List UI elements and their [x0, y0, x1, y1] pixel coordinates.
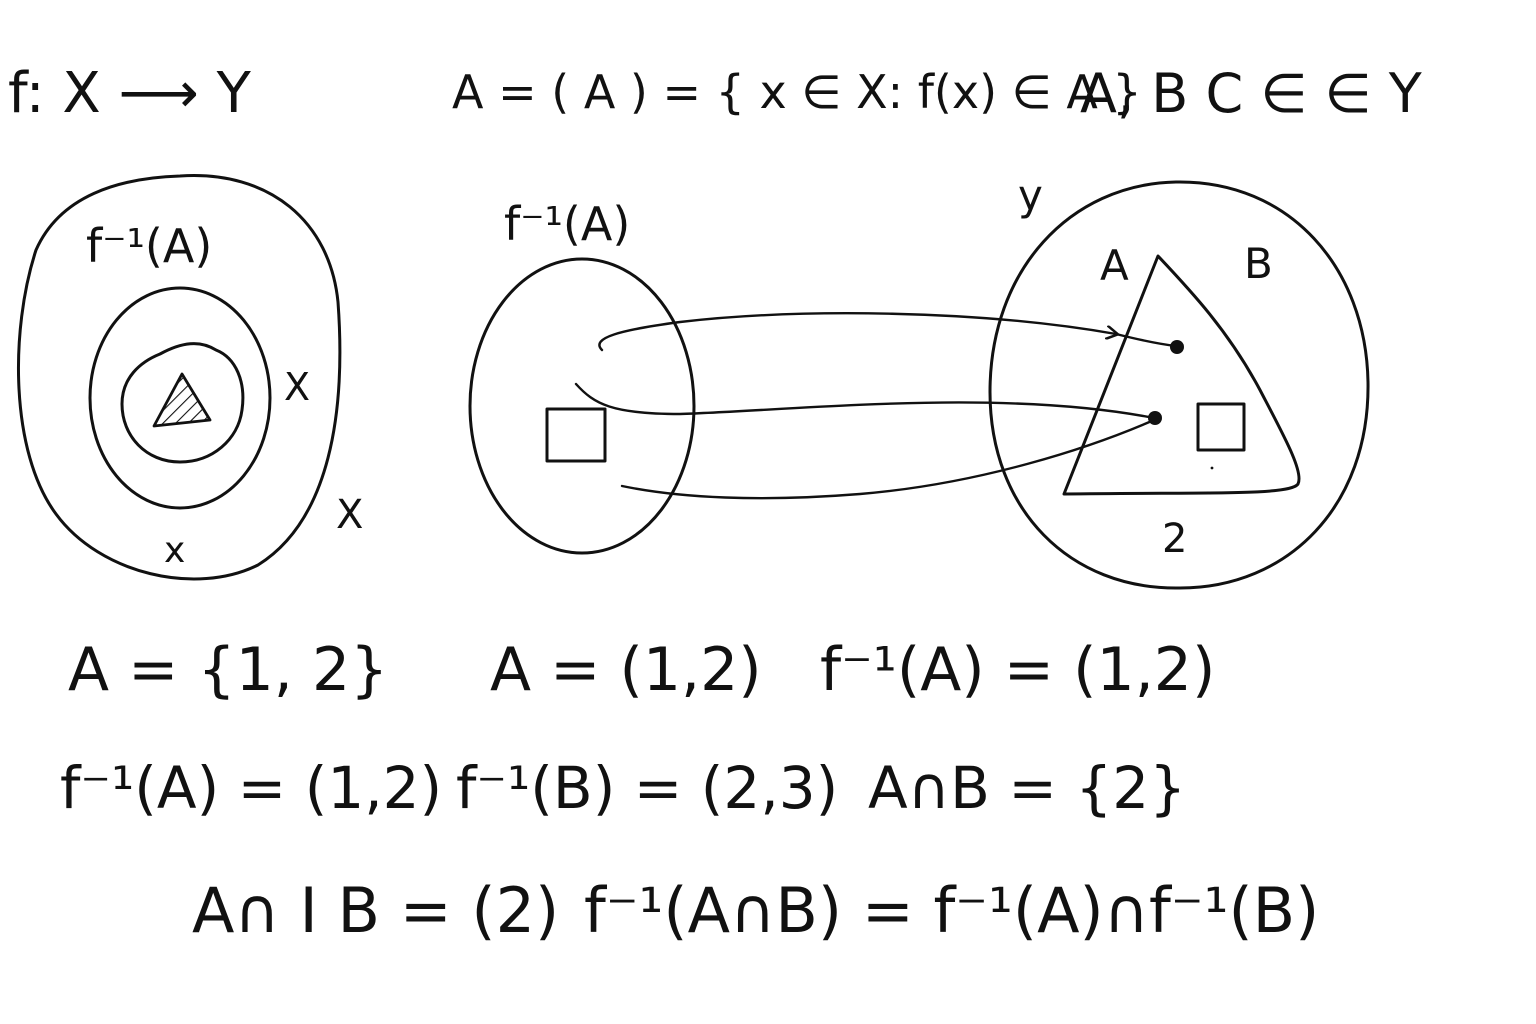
- left-inner-set: [120, 342, 245, 464]
- equation-row3-b: f⁻¹(A∩B) = f⁻¹(A)∩f⁻¹(B): [584, 874, 1319, 947]
- set-a-label: A: [1100, 241, 1129, 290]
- ink-dot: [1210, 466, 1214, 470]
- domain-set: [468, 257, 696, 555]
- codomain-square: [1196, 402, 1246, 452]
- left-nested-diagram: f⁻¹(A) X x X: [17, 174, 363, 581]
- equation-row1-a: A = {1, 2}: [68, 635, 388, 705]
- mapping-curve-middle: [574, 382, 1156, 420]
- equation-row1-b: A = (1,2): [490, 635, 762, 705]
- equation-row2-b: f⁻¹(B) = (2,3): [456, 754, 838, 822]
- set-a-triangle: [1062, 254, 1301, 496]
- image-point-top: [1170, 340, 1184, 354]
- codomain-set: [988, 180, 1370, 590]
- set-b-label: B: [1244, 239, 1273, 288]
- left-outer-set: [17, 174, 342, 581]
- two-label: 2: [1162, 516, 1187, 562]
- equation-row2-a: f⁻¹(A) = (1,2): [60, 754, 442, 822]
- middle-preimage-label: f⁻¹(A): [504, 197, 630, 251]
- hatched-triangle: [152, 372, 212, 428]
- equation-row1-c: f⁻¹(A) = (1,2): [820, 635, 1215, 705]
- preimage-definition-text: A = ( A ) = { x ∈ X: f(x) ∈ A }: [452, 65, 1142, 119]
- equation-row2-c: A∩B = {2}: [868, 754, 1186, 822]
- membership-text: A, B C ∈ ∈ Y: [1080, 62, 1423, 125]
- mapping-text: f: X ⟶ Y: [8, 61, 252, 126]
- domain-square: [545, 407, 607, 463]
- mapping-arrow-top: [598, 312, 1116, 352]
- left-middle-set: [88, 286, 272, 510]
- mapping-curves: [574, 312, 1184, 500]
- mapping-curve-bottom: [620, 418, 1156, 500]
- middle-domain-diagram: f⁻¹(A): [468, 197, 696, 555]
- image-point-middle: [1148, 411, 1162, 425]
- left-preimage-label: f⁻¹(A): [86, 219, 212, 273]
- codomain-y-label: y: [1018, 171, 1043, 220]
- left-bottom-x-label: x: [164, 530, 185, 571]
- right-codomain-diagram: y A B 2: [988, 171, 1370, 590]
- left-outer-x-label: X: [336, 492, 363, 538]
- left-inner-x-label: X: [284, 365, 310, 409]
- equation-row3-a: A∩ I B = (2): [192, 874, 559, 947]
